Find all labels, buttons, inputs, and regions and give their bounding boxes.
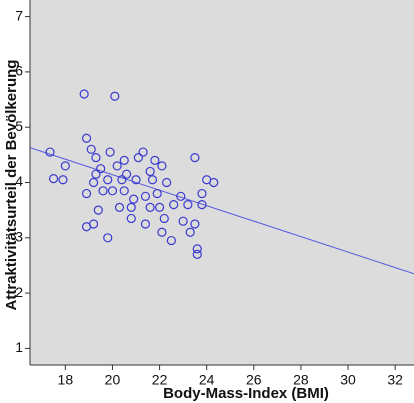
x-tick-label: 26: [246, 372, 262, 388]
x-tick-label: 20: [105, 372, 121, 388]
y-tick-label: 1: [15, 339, 23, 355]
point: [159, 213, 169, 224]
x-tick-label: 28: [293, 372, 309, 388]
plot-area: [30, 0, 414, 365]
point: [154, 202, 165, 212]
point: [145, 202, 155, 212]
point: [145, 166, 155, 177]
point: [197, 200, 207, 210]
point: [112, 161, 122, 171]
y-tick-label: 5: [15, 118, 23, 134]
point: [89, 177, 99, 188]
point: [138, 147, 148, 157]
point: [129, 194, 139, 204]
point: [176, 191, 186, 201]
x-axis-label: Body-Mass-Index (BMI): [163, 385, 329, 402]
point: [126, 202, 136, 212]
point: [157, 161, 167, 171]
point: [105, 147, 115, 157]
point: [169, 200, 179, 210]
point: [152, 188, 162, 199]
y-tick-label: 2: [15, 284, 23, 300]
x-tick-label: 22: [152, 372, 168, 388]
point: [79, 89, 89, 99]
point: [81, 188, 92, 199]
x-tick-label: 32: [387, 372, 403, 388]
point: [48, 174, 59, 184]
point: [119, 186, 129, 196]
point: [183, 200, 193, 210]
point: [98, 186, 108, 196]
point: [162, 177, 172, 188]
point: [45, 147, 55, 157]
point: [140, 219, 151, 229]
point: [86, 144, 96, 154]
point: [60, 161, 70, 171]
point: [197, 188, 207, 199]
point: [190, 219, 200, 229]
point: [107, 186, 118, 196]
point: [119, 155, 129, 165]
y-tick-label: 3: [15, 229, 23, 245]
x-tick-label: 18: [58, 372, 74, 388]
point: [150, 155, 160, 165]
y-tick-label: 4: [15, 173, 23, 189]
point: [103, 175, 113, 185]
point: [126, 213, 136, 224]
point: [114, 202, 125, 212]
y-axis-label: Attraktivitätsurteil der Bevölkerung: [3, 60, 20, 311]
point: [192, 249, 202, 259]
point: [117, 175, 127, 185]
point: [93, 205, 103, 215]
point: [81, 133, 92, 143]
point: [209, 177, 219, 188]
point: [192, 244, 202, 254]
point: [96, 164, 106, 174]
point: [110, 91, 120, 101]
point: [58, 175, 68, 185]
point: [166, 235, 176, 246]
point: [157, 227, 167, 237]
x-tick-label: 30: [340, 372, 356, 388]
point: [147, 175, 158, 185]
point: [89, 219, 99, 229]
point: [178, 216, 188, 226]
point: [91, 169, 101, 179]
point: [103, 233, 113, 243]
point: [91, 153, 101, 163]
point: [140, 191, 151, 201]
point: [190, 153, 200, 163]
point: [121, 169, 132, 179]
point: [133, 153, 143, 163]
point: [185, 227, 195, 237]
y-tick-label: 6: [15, 63, 23, 79]
fit-line: [29, 147, 414, 275]
point: [131, 175, 141, 185]
x-tick-label: 24: [199, 372, 215, 388]
y-tick-label: 7: [15, 7, 23, 23]
